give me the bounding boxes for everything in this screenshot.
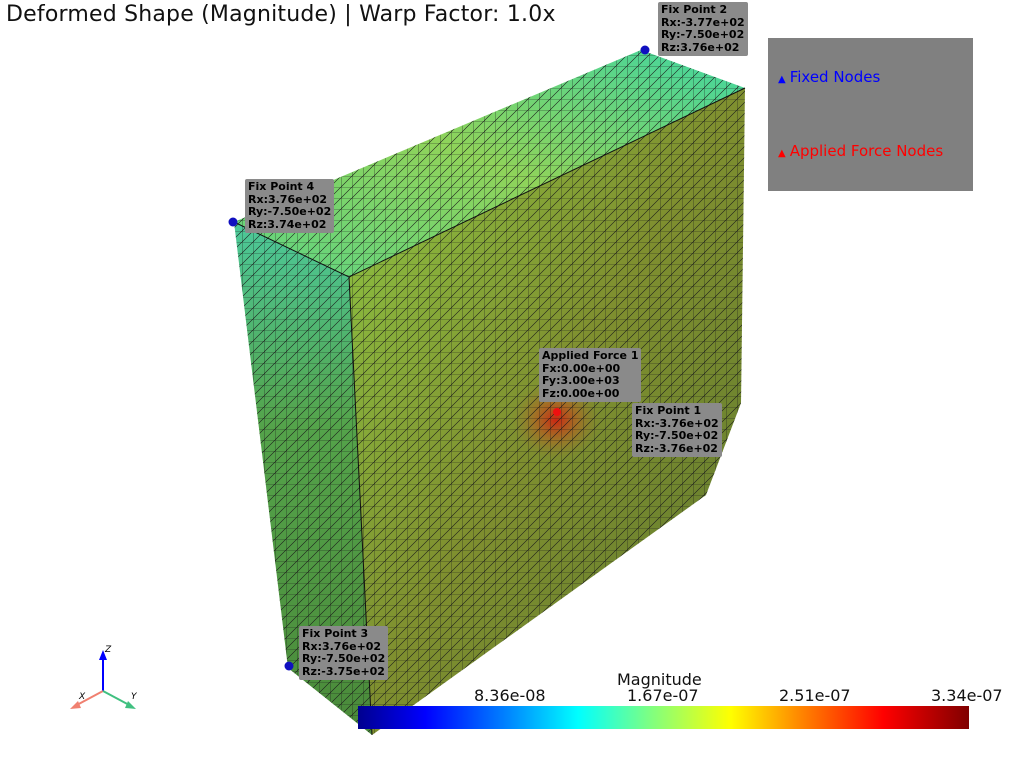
colorbar-title: Magnitude [617, 670, 702, 689]
legend: ▲ Fixed Nodes ▲ Applied Force Nodes [768, 38, 973, 191]
legend-label: Fixed Nodes [789, 68, 881, 86]
mesh-body[interactable] [233, 50, 746, 736]
legend-entry-applied-force-nodes: ▲ Applied Force Nodes [778, 142, 943, 160]
triangle-icon: ▲ [778, 148, 786, 159]
colorbar-tick: 1.67e-07 [627, 686, 699, 705]
legend-label: Applied Force Nodes [789, 142, 944, 160]
top-face-mesh [234, 50, 745, 277]
fixed-node-marker[interactable] [228, 217, 238, 227]
front-face-mesh [234, 222, 372, 735]
force-node-marker[interactable] [553, 408, 561, 416]
annotation-fix-point-1: Fix Point 1 Rx:-3.76e+02 Ry:-7.50e+02 Rz:-3… [632, 403, 722, 457]
colorbar-tick: 2.51e-07 [779, 686, 851, 705]
fixed-node-marker[interactable] [640, 45, 650, 55]
side-face-mesh [349, 88, 745, 735]
view-title: Deformed Shape (Magnitude) | Warp Factor… [6, 2, 556, 27]
triangle-icon: ▲ [778, 74, 786, 85]
axis-z-label: Z [105, 645, 112, 655]
annotation-fix-point-2: Fix Point 2 Rx:-3.77e+02 Ry:-7.50e+02 Rz:3.… [658, 2, 748, 56]
annotation-fix-point-4: Fix Point 4 Rx:3.76e+02 Ry:-7.50e+02 Rz:3.7… [245, 179, 335, 233]
annotation-fix-point-3: Fix Point 3 Rx:3.76e+02 Ry:-7.50e+02 Rz:-3.… [299, 626, 389, 680]
fixed-node-marker[interactable] [284, 661, 294, 671]
annotation-applied-force-1: Applied Force 1 Fx:0.00e+00 Fy:3.00e+03 Fz:… [539, 348, 642, 402]
orientation-axes [70, 650, 136, 709]
legend-entry-fixed-nodes: ▲ Fixed Nodes [778, 68, 880, 86]
axis-x-label: X [79, 692, 86, 702]
colorbar-tick: 8.36e-08 [474, 686, 546, 705]
colorbar [358, 706, 969, 729]
colorbar-tick: 3.34e-07 [931, 686, 1003, 705]
axis-y-label: Y [131, 692, 137, 702]
